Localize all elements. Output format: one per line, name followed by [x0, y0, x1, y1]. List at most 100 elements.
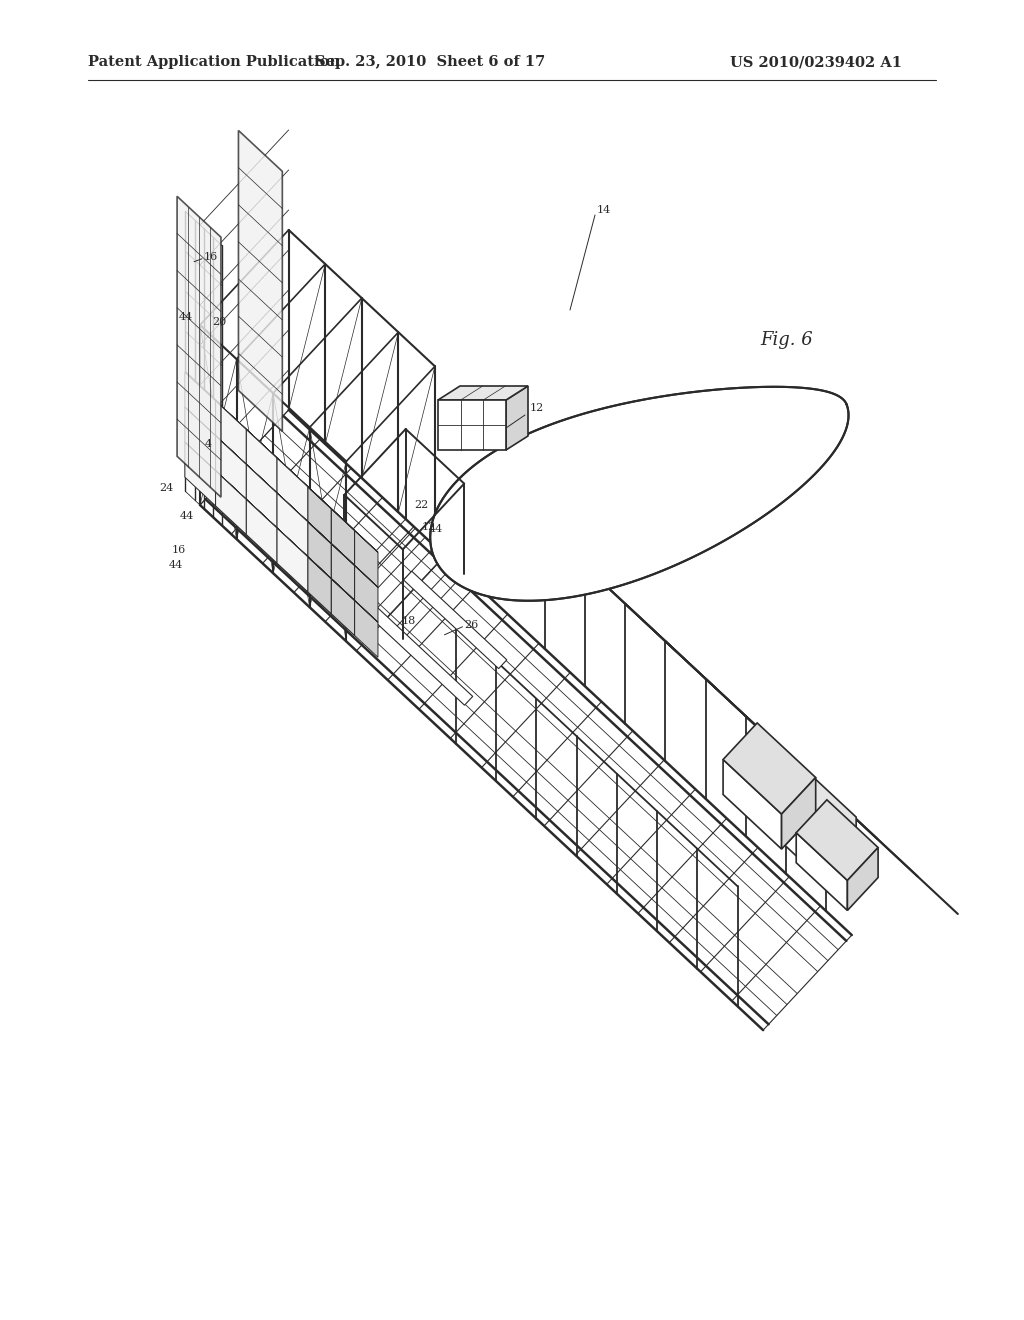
- Polygon shape: [785, 816, 856, 886]
- Polygon shape: [239, 422, 262, 479]
- Polygon shape: [324, 572, 347, 628]
- Polygon shape: [185, 372, 216, 436]
- Polygon shape: [278, 494, 308, 557]
- Polygon shape: [262, 445, 316, 495]
- Polygon shape: [239, 458, 262, 515]
- Polygon shape: [247, 499, 300, 550]
- Polygon shape: [300, 480, 331, 544]
- Text: 12: 12: [530, 403, 544, 413]
- Polygon shape: [216, 471, 269, 521]
- Polygon shape: [216, 436, 269, 486]
- Polygon shape: [239, 492, 262, 549]
- Polygon shape: [262, 479, 316, 531]
- Polygon shape: [247, 429, 269, 486]
- Polygon shape: [269, 451, 293, 508]
- Polygon shape: [185, 408, 216, 471]
- Polygon shape: [797, 833, 848, 911]
- Polygon shape: [278, 458, 300, 515]
- Polygon shape: [216, 436, 247, 499]
- Text: 16: 16: [204, 252, 218, 261]
- Polygon shape: [308, 521, 331, 578]
- Polygon shape: [247, 465, 300, 515]
- Polygon shape: [262, 515, 293, 578]
- Polygon shape: [324, 502, 354, 565]
- Polygon shape: [247, 499, 269, 556]
- Polygon shape: [331, 544, 354, 601]
- Polygon shape: [403, 572, 507, 669]
- Polygon shape: [293, 473, 347, 524]
- Text: Fig. 6: Fig. 6: [760, 331, 813, 348]
- Polygon shape: [269, 486, 324, 537]
- Polygon shape: [231, 416, 262, 479]
- Polygon shape: [239, 458, 293, 508]
- Polygon shape: [231, 486, 262, 549]
- Polygon shape: [262, 445, 286, 502]
- Polygon shape: [216, 471, 239, 528]
- Polygon shape: [293, 543, 347, 594]
- Polygon shape: [269, 486, 293, 543]
- Polygon shape: [331, 508, 354, 565]
- Polygon shape: [781, 777, 816, 849]
- Text: 4: 4: [205, 438, 212, 449]
- Polygon shape: [278, 458, 331, 508]
- Polygon shape: [324, 537, 347, 594]
- Polygon shape: [239, 492, 293, 543]
- Polygon shape: [239, 422, 269, 486]
- Text: Sep. 23, 2010  Sheet 6 of 17: Sep. 23, 2010 Sheet 6 of 17: [314, 55, 545, 69]
- Polygon shape: [300, 480, 354, 531]
- Polygon shape: [300, 550, 354, 601]
- Polygon shape: [293, 508, 316, 565]
- Text: 14: 14: [597, 205, 611, 215]
- Polygon shape: [300, 550, 324, 607]
- Polygon shape: [278, 494, 331, 544]
- Polygon shape: [324, 572, 354, 635]
- Polygon shape: [300, 515, 331, 578]
- Polygon shape: [239, 458, 269, 521]
- Polygon shape: [269, 521, 300, 585]
- Polygon shape: [208, 465, 239, 528]
- Polygon shape: [331, 578, 354, 635]
- Polygon shape: [185, 442, 216, 506]
- Polygon shape: [269, 451, 324, 502]
- Text: 44: 44: [429, 524, 443, 535]
- Text: 44: 44: [178, 312, 193, 322]
- Polygon shape: [216, 436, 239, 492]
- Polygon shape: [231, 416, 286, 466]
- Polygon shape: [430, 387, 849, 601]
- Polygon shape: [177, 197, 221, 498]
- Polygon shape: [324, 502, 347, 558]
- Polygon shape: [239, 131, 283, 432]
- Polygon shape: [723, 723, 816, 814]
- Polygon shape: [324, 537, 378, 587]
- Text: 18: 18: [401, 616, 416, 626]
- Polygon shape: [231, 486, 286, 536]
- Polygon shape: [278, 528, 331, 578]
- Polygon shape: [506, 385, 528, 450]
- Polygon shape: [812, 776, 856, 857]
- Polygon shape: [293, 473, 316, 531]
- Polygon shape: [293, 508, 347, 558]
- Polygon shape: [293, 508, 324, 572]
- Text: Patent Application Publication: Patent Application Publication: [88, 55, 340, 69]
- Polygon shape: [354, 565, 378, 622]
- Polygon shape: [278, 494, 300, 550]
- Polygon shape: [247, 499, 278, 564]
- Polygon shape: [262, 515, 316, 565]
- Polygon shape: [293, 473, 324, 537]
- Polygon shape: [247, 429, 300, 480]
- Polygon shape: [185, 372, 239, 422]
- Polygon shape: [208, 429, 239, 492]
- Polygon shape: [354, 601, 378, 657]
- Polygon shape: [300, 550, 331, 614]
- Polygon shape: [370, 607, 473, 705]
- Polygon shape: [269, 451, 300, 515]
- Polygon shape: [208, 465, 262, 515]
- Polygon shape: [185, 442, 239, 492]
- Polygon shape: [278, 528, 300, 585]
- Text: 24: 24: [160, 483, 174, 494]
- Polygon shape: [269, 486, 300, 550]
- Polygon shape: [723, 759, 781, 849]
- Polygon shape: [247, 465, 278, 528]
- Polygon shape: [216, 471, 247, 535]
- Polygon shape: [324, 502, 378, 552]
